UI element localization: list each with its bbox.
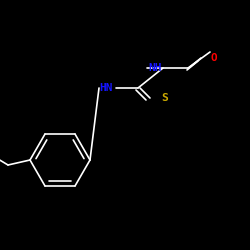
Text: O: O	[210, 53, 218, 63]
Text: S: S	[162, 93, 168, 103]
Text: NH: NH	[148, 63, 162, 73]
Text: HN: HN	[99, 83, 113, 93]
